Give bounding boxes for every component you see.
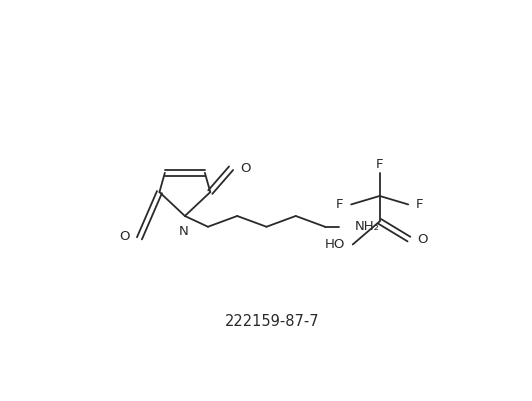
- Text: O: O: [240, 162, 251, 175]
- Text: O: O: [418, 233, 428, 245]
- Text: F: F: [376, 158, 384, 171]
- Text: F: F: [416, 198, 423, 211]
- Text: 222159-87-7: 222159-87-7: [226, 314, 320, 329]
- Text: HO: HO: [325, 238, 345, 251]
- Text: O: O: [120, 229, 130, 243]
- Text: NH₂: NH₂: [354, 220, 379, 233]
- Text: N: N: [178, 225, 188, 238]
- Text: F: F: [336, 198, 344, 211]
